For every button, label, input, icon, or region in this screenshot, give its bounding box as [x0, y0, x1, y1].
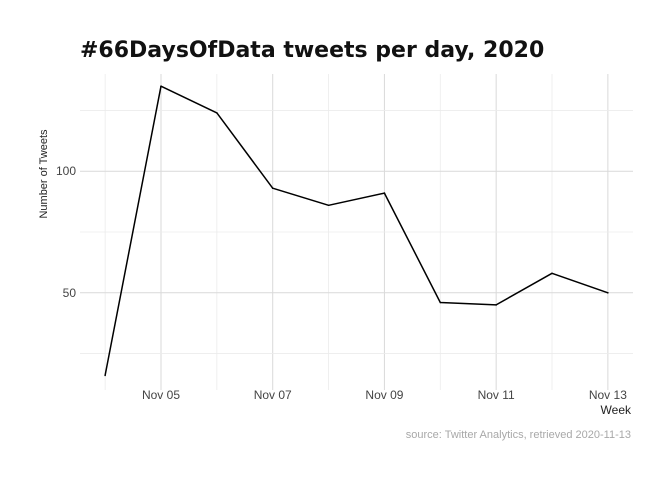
data-point: [495, 304, 497, 306]
data-point: [383, 192, 386, 194]
x-tick-label: Nov 11: [478, 388, 515, 402]
data-point: [160, 85, 162, 87]
axis-ticks: Nov 05 Nov 07 Nov 09 Nov 11 Nov 13 50 100: [56, 164, 627, 402]
plot-area: [104, 85, 609, 377]
data-point: [271, 187, 274, 190]
chart-title: #66DaysOfData tweets per day, 2020: [80, 38, 544, 63]
x-axis-label: Week: [601, 403, 632, 417]
data-point: [327, 204, 330, 207]
x-tick-label: Nov 09: [365, 388, 403, 402]
data-point: [216, 112, 218, 114]
data-point: [607, 291, 609, 294]
series-line: [104, 85, 609, 376]
y-tick-label: 100: [56, 164, 76, 178]
data-point: [104, 374, 106, 377]
data-point: [439, 301, 442, 304]
x-tick-label: Nov 07: [254, 388, 292, 402]
x-tick-label: Nov 13: [589, 388, 627, 402]
chart-caption: source: Twitter Analytics, retrieved 202…: [406, 429, 631, 441]
grid: [80, 74, 633, 390]
y-tick-label: 50: [63, 286, 77, 300]
x-tick-label: Nov 05: [142, 388, 180, 402]
y-axis-label: Number of Tweets: [38, 129, 50, 219]
data-point: [551, 272, 553, 275]
